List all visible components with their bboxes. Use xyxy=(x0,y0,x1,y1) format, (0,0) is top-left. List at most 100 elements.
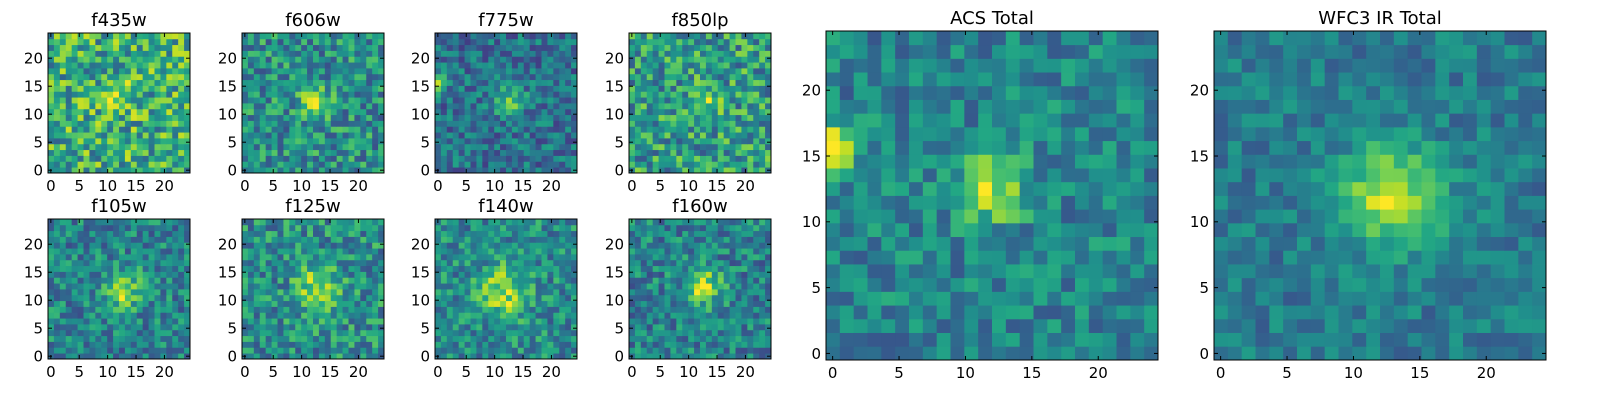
heatmap-cell xyxy=(142,341,149,348)
heatmap-cell xyxy=(166,91,173,98)
heatmap-cell xyxy=(664,277,671,284)
heatmap-cell xyxy=(119,91,126,98)
heatmap-cell xyxy=(682,120,689,127)
heatmap-cell xyxy=(978,346,993,361)
heatmap-cell xyxy=(271,56,278,63)
heatmap-cell xyxy=(378,277,385,284)
heatmap-cell xyxy=(517,254,525,261)
heatmap-cell xyxy=(488,79,495,86)
heatmap-cell xyxy=(242,120,249,127)
heatmap-cell xyxy=(65,230,73,237)
heatmap-cell xyxy=(83,126,90,133)
heatmap-cell xyxy=(700,103,707,110)
heatmap-cell xyxy=(494,68,501,75)
heatmap-cell xyxy=(470,38,477,46)
heatmap-cell xyxy=(559,108,566,116)
heatmap-cell xyxy=(48,85,55,92)
heatmap-cell xyxy=(571,312,578,319)
heatmap-cell xyxy=(48,300,55,307)
heatmap-cell xyxy=(342,85,349,92)
heatmap-cell xyxy=(360,108,367,116)
heatmap-cell xyxy=(735,265,742,272)
heatmap-cell xyxy=(253,143,261,151)
heatmap-cell xyxy=(107,347,114,354)
heatmap-cell xyxy=(446,324,454,331)
heatmap-cell xyxy=(277,341,284,348)
x-tick-label: 20 xyxy=(736,363,755,381)
heatmap-cell xyxy=(101,236,108,243)
heatmap-cell xyxy=(59,103,67,110)
heatmap-cell xyxy=(688,324,695,331)
heatmap-cell xyxy=(535,73,542,81)
heatmap-cell xyxy=(313,114,320,121)
heatmap-cell xyxy=(77,44,84,51)
heatmap-cell xyxy=(53,230,61,237)
heatmap-cell xyxy=(634,79,642,86)
heatmap-cell xyxy=(130,259,138,267)
x-tick-label: 20 xyxy=(542,363,561,381)
heatmap-cell xyxy=(517,329,525,337)
heatmap-cell xyxy=(494,108,501,116)
heatmap-cell xyxy=(717,68,725,75)
heatmap-cell xyxy=(77,149,84,156)
heatmap-cell xyxy=(559,103,566,110)
heatmap-cell xyxy=(670,259,677,267)
heatmap-cell xyxy=(867,332,882,347)
heatmap-cell xyxy=(295,155,302,162)
heatmap-cell xyxy=(753,56,760,63)
heatmap-cell xyxy=(184,294,191,302)
heatmap-cell xyxy=(1033,346,1048,361)
heatmap-cell xyxy=(1088,291,1104,306)
heatmap-cell xyxy=(705,254,713,261)
heatmap-cell xyxy=(130,353,138,360)
heatmap-cell xyxy=(301,329,308,337)
heatmap-cell xyxy=(694,108,701,116)
heatmap-cell xyxy=(89,248,96,255)
heatmap-cell xyxy=(553,120,560,127)
heatmap-cell xyxy=(759,347,766,354)
heatmap-cell xyxy=(154,85,161,92)
heatmap-cell xyxy=(458,149,465,156)
heatmap-cell xyxy=(89,259,96,267)
heatmap-cell xyxy=(547,312,554,319)
heatmap-cell xyxy=(658,277,665,284)
heatmap-cell xyxy=(523,120,531,127)
heatmap-cell xyxy=(753,79,760,86)
heatmap-cell xyxy=(289,149,296,156)
heatmap-cell xyxy=(53,324,61,331)
heatmap-cell xyxy=(148,259,155,267)
heatmap-cell xyxy=(464,312,471,319)
heatmap-cell xyxy=(124,289,132,296)
heatmap-cell xyxy=(646,236,654,243)
heatmap-cell xyxy=(511,138,519,145)
heatmap-cell xyxy=(372,167,379,174)
heatmap-cell xyxy=(458,306,465,313)
heatmap-cell xyxy=(124,161,132,168)
heatmap-cell xyxy=(48,259,55,267)
heatmap-cell xyxy=(658,161,665,168)
heatmap-cell xyxy=(694,143,701,151)
heatmap-cell xyxy=(559,329,566,337)
heatmap-cell xyxy=(59,126,67,133)
heatmap-cell xyxy=(488,33,495,40)
heatmap-cell xyxy=(547,138,554,145)
heatmap-cell xyxy=(435,38,442,46)
heatmap-cell xyxy=(839,332,855,347)
heatmap-cell xyxy=(324,329,332,337)
heatmap-cell xyxy=(83,242,90,249)
heatmap-cell xyxy=(458,56,465,63)
heatmap-cell xyxy=(640,300,648,307)
heatmap-cell xyxy=(366,283,373,290)
heatmap-cell xyxy=(511,103,519,110)
heatmap-cell xyxy=(717,324,725,331)
heatmap-cell xyxy=(247,277,255,284)
heatmap-cell xyxy=(717,289,725,296)
heatmap-cell xyxy=(283,56,290,63)
heatmap-cell xyxy=(705,44,713,51)
heatmap-cell xyxy=(711,108,719,116)
heatmap-cell xyxy=(658,341,665,348)
heatmap-cell xyxy=(523,236,531,243)
panel-title: f850lp xyxy=(671,10,728,31)
heatmap-cell xyxy=(464,85,471,92)
heatmap-cell xyxy=(301,62,308,69)
